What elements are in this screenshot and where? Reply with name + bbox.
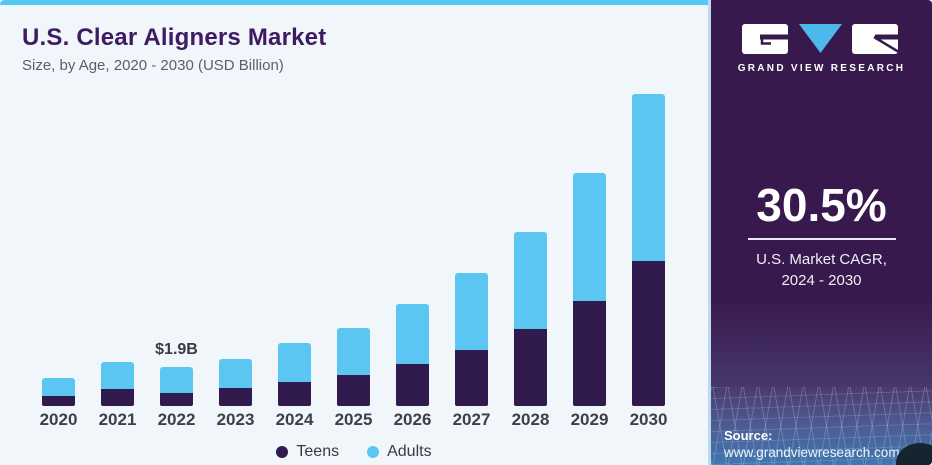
source-url-link[interactable]: www.grandviewresearch.com <box>724 445 900 460</box>
bar-segment-adults-2027 <box>455 272 488 350</box>
x-axis-label-2022: 2022 <box>157 410 196 429</box>
bar-segment-teens-2027 <box>455 349 488 406</box>
cagr-value: 30.5% <box>756 179 887 231</box>
legend-item-adults: Adults <box>367 443 432 461</box>
cagr-divider <box>747 238 896 240</box>
bar-segment-teens-2030 <box>632 260 665 406</box>
bar-2026 <box>396 304 429 406</box>
x-axis-label-2021: 2021 <box>98 410 137 429</box>
sidebar: GRAND VIEW RESEARCH 30.5% U.S. Market CA… <box>708 0 932 465</box>
bar-2022 <box>160 366 193 406</box>
bar-segment-adults-2020 <box>42 378 75 396</box>
legend-item-teens: Teens <box>276 443 339 461</box>
bar-segment-teens-2022 <box>160 393 193 406</box>
bar-2020 <box>42 378 75 406</box>
bar-2025 <box>337 327 370 406</box>
value-annotation: $1.9B <box>155 340 198 358</box>
bar-segment-teens-2023 <box>219 388 252 406</box>
x-axis-label-2023: 2023 <box>216 410 255 429</box>
x-axis-label-2027: 2027 <box>452 410 491 429</box>
chart-subtitle: Size, by Age, 2020 - 2030 (USD Billion) <box>22 57 284 74</box>
bar-segment-teens-2021 <box>101 389 134 406</box>
source-label: Source: <box>724 428 773 443</box>
legend-label-adults: Adults <box>387 443 432 460</box>
x-axis-label-2029: 2029 <box>570 410 609 429</box>
bar-segment-teens-2028 <box>514 329 547 406</box>
bar-segment-adults-2029 <box>573 173 606 301</box>
bar-segment-adults-2025 <box>337 327 370 375</box>
wireframe-mesh-graphic <box>711 387 932 465</box>
bar-segment-adults-2024 <box>278 343 311 382</box>
bar-segment-adults-2028 <box>514 231 547 329</box>
x-axis-label-2025: 2025 <box>334 410 373 429</box>
bar-segment-adults-2026 <box>396 304 429 365</box>
bar-segment-adults-2023 <box>219 359 252 389</box>
bar-segment-adults-2021 <box>101 361 134 390</box>
bar-segment-teens-2024 <box>278 381 311 406</box>
bar-2028 <box>514 231 547 406</box>
bar-2029 <box>573 173 606 406</box>
legend-dot-teens <box>276 446 289 458</box>
bar-2030 <box>632 94 665 406</box>
source-block: Source: www.grandviewresearch.com <box>724 428 900 460</box>
legend-label-teens: Teens <box>296 443 340 460</box>
x-axis-label-2024: 2024 <box>275 410 314 429</box>
chart-title: U.S. Clear Aligners Market <box>22 24 327 51</box>
bar-segment-teens-2025 <box>337 374 370 406</box>
legend: Teens Adults <box>0 443 708 461</box>
x-axis-label-2028: 2028 <box>511 410 550 429</box>
cagr-caption-line1: U.S. Market CAGR, <box>756 251 887 268</box>
bar-segment-adults-2022 <box>160 366 193 394</box>
x-axis-label-2026: 2026 <box>393 410 432 429</box>
bar-segment-teens-2029 <box>573 300 606 406</box>
chart-panel: U.S. Clear Aligners Market Size, by Age,… <box>0 0 708 465</box>
gvr-logo: GRAND VIEW RESEARCH <box>711 24 932 74</box>
cagr-caption: U.S. Market CAGR, 2024 - 2030 <box>711 249 932 291</box>
bar-segment-teens-2026 <box>396 364 429 406</box>
top-accent-strip <box>0 0 708 5</box>
gvr-logo-icon <box>741 24 899 54</box>
bar-segment-adults-2030 <box>632 94 665 261</box>
gvr-logo-text: GRAND VIEW RESEARCH <box>737 63 906 74</box>
x-axis-label-2030: 2030 <box>629 410 668 429</box>
bar-plot: 2020 2021 2022 2023 2024 2025 2026 2027 2028 2029… <box>39 94 668 429</box>
bar-2023 <box>219 359 252 406</box>
cagr-block: 30.5% U.S. Market CAGR, 2024 - 2030 <box>711 182 932 291</box>
corner-widget-circle <box>896 443 932 465</box>
bar-2024 <box>278 343 311 406</box>
bar-segment-teens-2020 <box>42 395 75 406</box>
bar-2027 <box>455 272 488 406</box>
bar-2021 <box>101 361 134 406</box>
x-axis-label-2020: 2020 <box>39 410 78 429</box>
cagr-caption-line2: 2024 - 2030 <box>781 272 862 289</box>
legend-dot-adults <box>367 446 380 458</box>
